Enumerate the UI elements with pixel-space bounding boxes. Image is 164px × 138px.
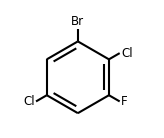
Text: Cl: Cl (23, 95, 35, 108)
Text: Cl: Cl (121, 47, 133, 60)
Text: F: F (121, 95, 128, 108)
Text: Br: Br (71, 15, 84, 28)
